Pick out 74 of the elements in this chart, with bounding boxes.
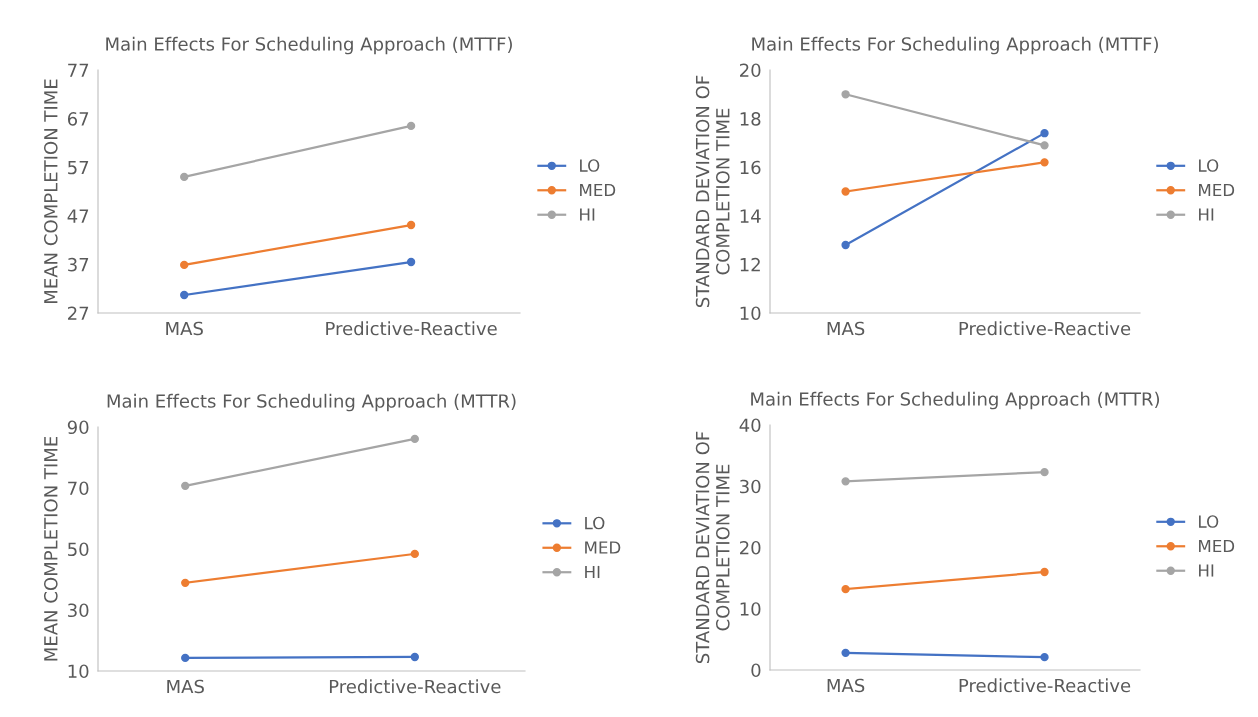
x-tick-label: Predictive-Reactive [959, 321, 1131, 336]
point [406, 220, 416, 230]
point [406, 121, 416, 131]
point [841, 240, 850, 250]
legend-label: HI [585, 565, 600, 579]
point [1040, 567, 1049, 577]
point [180, 290, 189, 300]
y-tick-label: 20 [740, 540, 761, 555]
y-tick-label: 30 [740, 479, 761, 494]
x-tick-label: MAS [827, 678, 865, 693]
y-tick-label: 20 [740, 63, 761, 78]
legend-label: LO [1199, 159, 1219, 172]
point [1040, 467, 1049, 477]
point [181, 653, 190, 663]
point [841, 477, 850, 486]
x-tick-label: MAS [827, 321, 865, 336]
y-tick-label: 16 [740, 160, 761, 175]
x-tick-label: MAS [167, 679, 204, 694]
legend-label: HI [580, 208, 595, 221]
y-axis-title: MEAN COMPLETION TIME [43, 79, 58, 303]
x-tick-label: Predictive-Reactive [326, 321, 497, 336]
y-axis-title: MEAN COMPLETION TIME [43, 436, 58, 661]
point [406, 257, 416, 267]
legend-label: MED [585, 541, 621, 554]
chart-title: Main Effects For Scheduling Approach (MTTF) [106, 36, 512, 55]
y-tick-label: 0 [751, 663, 761, 678]
point [181, 481, 190, 491]
y-tick-label: 90 [67, 420, 89, 435]
x-tick-label: MAS [166, 321, 203, 336]
point [410, 434, 419, 444]
point [181, 578, 190, 588]
legend-label: HI [1199, 564, 1214, 577]
y-tick-label: 10 [68, 664, 89, 679]
point [841, 90, 850, 99]
y-tick-label: 18 [740, 112, 761, 126]
y-tick-label: 40 [739, 418, 761, 433]
legend-label: HI [1199, 208, 1214, 221]
y-tick-label: 30 [68, 603, 89, 618]
y-tick-label: 27 [68, 306, 89, 320]
y-tick-label: 37 [68, 257, 89, 272]
point [841, 187, 850, 196]
point [841, 584, 850, 594]
y-tick-label: 10 [740, 306, 761, 321]
legend-label: LO [585, 516, 605, 530]
point [180, 172, 189, 182]
y-tick-label: 70 [68, 481, 89, 496]
y-tick-label: 57 [68, 160, 89, 175]
y-tick-label: 67 [67, 112, 89, 126]
legend-label: LO [580, 159, 600, 172]
x-tick-label: Predictive-Reactive [329, 679, 501, 694]
point [1040, 652, 1049, 662]
point [410, 549, 419, 559]
chart-title: Main Effects For Scheduling Approach (MTTR) [751, 391, 1160, 410]
point [180, 260, 189, 270]
y-axis-title: STANDARD DEVIATION OF COMPLETION TIME [695, 431, 730, 664]
x-tick-label: Predictive-Reactive [959, 678, 1131, 693]
point [410, 652, 419, 662]
legend-label: LO [1199, 515, 1219, 528]
point [1040, 129, 1049, 138]
legend-label: MED [1199, 183, 1235, 197]
y-tick-label: 77 [68, 63, 89, 77]
y-tick-label: 14 [740, 209, 761, 223]
y-tick-label: 50 [68, 542, 89, 557]
y-tick-label: 10 [740, 602, 761, 616]
point [841, 648, 850, 658]
point [1040, 141, 1049, 150]
y-tick-label: 12 [740, 257, 760, 272]
y-tick-label: 47 [67, 209, 89, 223]
legend-label: MED [580, 183, 616, 197]
chart-title: Main Effects For Scheduling Approach (MTTF) [752, 36, 1158, 55]
legend-label: MED [1199, 539, 1235, 553]
point [1040, 158, 1049, 167]
chart-title: Main Effects For Scheduling Approach (MTTR) [107, 393, 516, 412]
y-axis-title: STANDARD DEVIATION OF COMPLETION TIME [695, 75, 730, 308]
